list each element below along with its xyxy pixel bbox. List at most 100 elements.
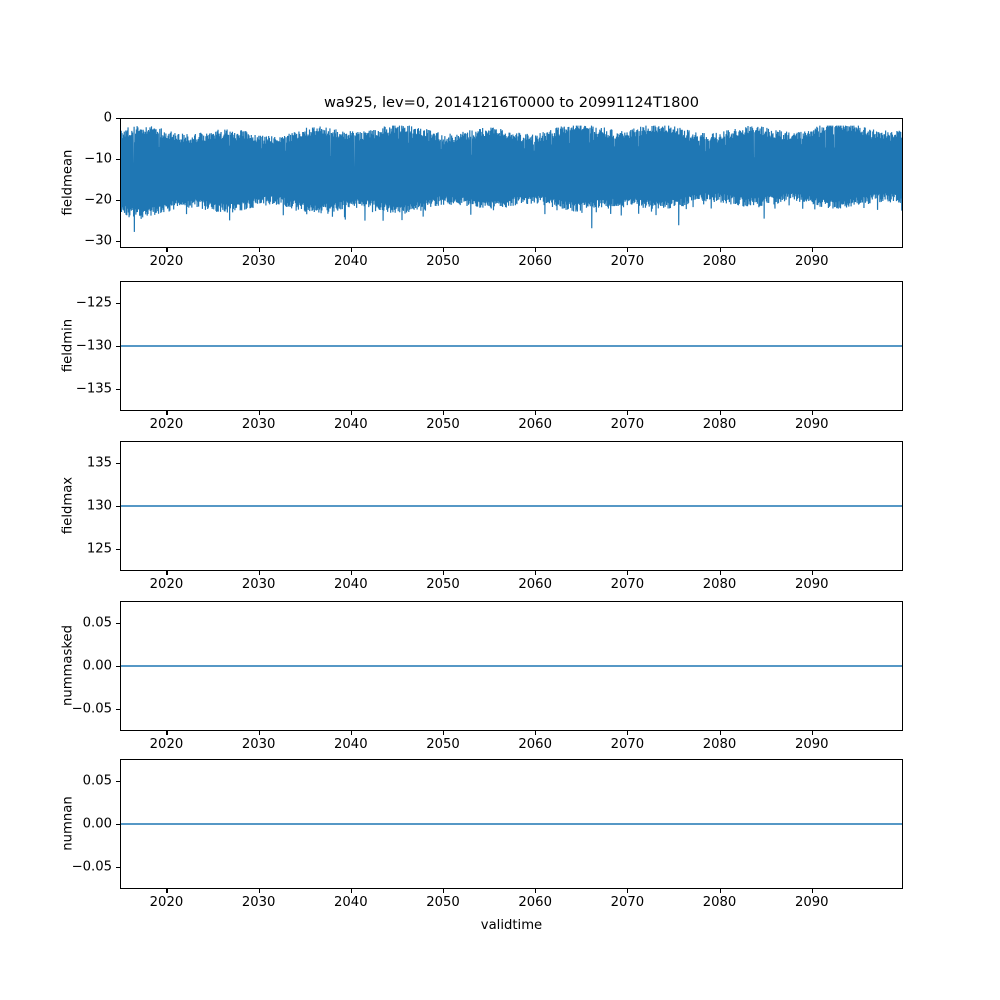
ylabel-fieldmean: fieldmean: [60, 149, 76, 216]
xtick-mark: [258, 248, 260, 252]
figure-title: wa925, lev=0, 20141216T0000 to 20991124T…: [323, 94, 700, 111]
axes-fieldmax: [120, 441, 903, 571]
xtick-label: 2020: [149, 577, 184, 592]
xtick-label: 2060: [518, 577, 552, 592]
ytick-mark: [116, 666, 120, 668]
ytick-mark: [116, 302, 120, 304]
xtick-label: 2030: [241, 737, 276, 752]
xtick-mark: [811, 889, 813, 893]
ytick-label: 0.00: [82, 658, 112, 674]
xtick-mark: [443, 731, 445, 735]
plot-area-fieldmin: [121, 282, 902, 410]
xtick-label: 2040: [334, 895, 368, 910]
ylabel-fieldmax: fieldmax: [60, 476, 76, 535]
ytick-label: −135: [75, 381, 112, 397]
ytick-mark: [116, 780, 120, 782]
ytick-label: 0.05: [82, 773, 112, 789]
xtick-mark: [258, 571, 260, 575]
xtick-label: 2040: [334, 254, 368, 269]
ytick-label: 0.00: [82, 816, 112, 832]
plot-area-numnan: [121, 760, 902, 888]
ytick-mark: [116, 389, 120, 391]
ytick-label: −10: [84, 151, 112, 167]
xtick-mark: [350, 731, 352, 735]
xlabel-validtime: validtime: [480, 918, 543, 933]
xtick-label: 2020: [149, 737, 184, 752]
xtick-mark: [719, 571, 721, 575]
ytick-mark: [116, 118, 120, 120]
xtick-label: 2090: [794, 254, 829, 269]
ytick-mark: [116, 240, 120, 242]
xtick-label: 2070: [610, 417, 645, 432]
axes-nummasked: [120, 601, 903, 731]
xtick-mark: [535, 889, 537, 893]
xtick-mark: [443, 889, 445, 893]
plot-area-fieldmax: [121, 442, 902, 570]
ytick-mark: [116, 159, 120, 161]
xtick-mark: [258, 731, 260, 735]
xtick-label: 2040: [334, 417, 368, 432]
ytick-mark: [116, 346, 120, 348]
ytick-label: −20: [84, 192, 112, 208]
ytick-mark: [116, 549, 120, 551]
xtick-mark: [719, 889, 721, 893]
xtick-label: 2060: [518, 895, 552, 910]
xtick-label: 2080: [702, 737, 737, 752]
series-line-fieldmean: [121, 126, 902, 232]
ylabel-nummasked: nummasked: [60, 625, 76, 707]
xtick-mark: [350, 248, 352, 252]
axes-fieldmean: [120, 118, 903, 248]
xtick-mark: [627, 571, 629, 575]
xtick-label: 2050: [426, 577, 460, 592]
xtick-mark: [719, 731, 721, 735]
xtick-label: 2090: [794, 895, 829, 910]
xtick-mark: [627, 411, 629, 415]
ytick-label: −0.05: [71, 859, 112, 875]
xtick-label: 2070: [610, 895, 645, 910]
xtick-label: 2090: [794, 417, 829, 432]
xtick-mark: [166, 248, 168, 252]
ylabel-numnan: numnan: [60, 796, 76, 851]
xtick-mark: [350, 889, 352, 893]
xtick-label: 2050: [426, 417, 460, 432]
xtick-label: 2050: [426, 254, 460, 269]
xtick-mark: [811, 571, 813, 575]
axes-fieldmin: [120, 281, 903, 411]
xtick-mark: [166, 889, 168, 893]
plot-area-nummasked: [121, 602, 902, 730]
xtick-mark: [535, 411, 537, 415]
xtick-mark: [627, 248, 629, 252]
xtick-mark: [811, 248, 813, 252]
ytick-mark: [116, 622, 120, 624]
xtick-mark: [535, 248, 537, 252]
xtick-mark: [811, 411, 813, 415]
xtick-label: 2030: [241, 417, 276, 432]
ytick-mark: [116, 709, 120, 711]
xtick-label: 2040: [334, 577, 368, 592]
xtick-label: 2080: [702, 254, 737, 269]
xtick-mark: [350, 411, 352, 415]
ytick-mark: [116, 462, 120, 464]
xtick-label: 2070: [610, 577, 645, 592]
ytick-mark: [116, 867, 120, 869]
ytick-mark: [116, 199, 120, 201]
xtick-mark: [166, 731, 168, 735]
plot-area-fieldmean: [121, 119, 902, 247]
xtick-label: 2080: [702, 577, 737, 592]
xtick-label: 2050: [426, 737, 460, 752]
axes-numnan: [120, 759, 903, 889]
xtick-label: 2020: [149, 254, 184, 269]
xtick-mark: [535, 571, 537, 575]
xtick-mark: [258, 411, 260, 415]
xtick-mark: [443, 571, 445, 575]
xtick-mark: [811, 731, 813, 735]
ytick-label: −30: [84, 233, 112, 248]
ylabel-fieldmin: fieldmin: [60, 318, 76, 373]
ytick-label: 125: [86, 541, 112, 557]
xtick-label: 2050: [426, 895, 460, 910]
xtick-label: 2040: [334, 737, 368, 752]
xtick-label: 2070: [610, 254, 645, 269]
ytick-mark: [116, 506, 120, 508]
xtick-label: 2060: [518, 417, 552, 432]
